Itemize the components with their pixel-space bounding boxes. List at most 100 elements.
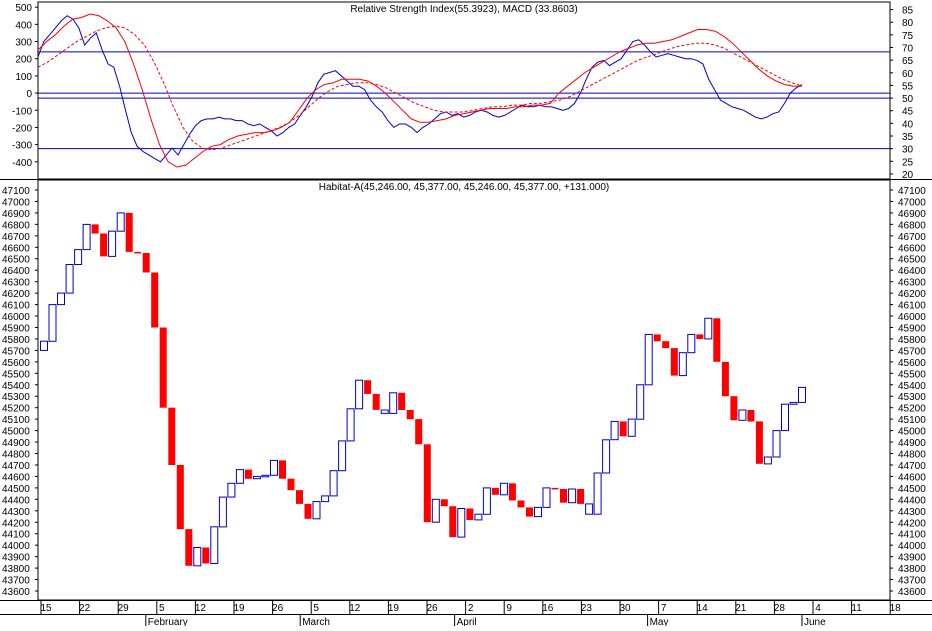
price-right-tick-label: 46700 — [898, 232, 926, 243]
date-tick-label: 5 — [313, 603, 319, 614]
indicator-left-tick-label: 300 — [15, 38, 32, 49]
price-left-axis: 4710047000469004680046700466004650046400… — [2, 186, 38, 598]
price-candle-up — [772, 430, 781, 458]
price-candle-down — [730, 396, 738, 421]
indicator-right-tick-label: 50 — [902, 94, 914, 105]
price-title: Habitat-A(45,246.00, 45,377.00, 45,246.0… — [319, 182, 610, 193]
price-candle-up — [678, 352, 687, 377]
indicator-right-tick-label: 35 — [902, 132, 914, 143]
date-tick-label: 14 — [697, 603, 709, 614]
price-candle-down — [304, 503, 312, 519]
indicator-right-tick-label: 75 — [902, 31, 914, 42]
indicator-right-tick-label: 70 — [902, 44, 914, 55]
price-left-tick-label: 43600 — [2, 587, 30, 598]
price-candle-down — [721, 361, 729, 397]
price-right-tick-label: 46800 — [898, 220, 926, 231]
price-candle-up — [585, 503, 594, 515]
price-candle-down — [619, 421, 627, 437]
date-tick-label: 18 — [890, 603, 902, 614]
price-candle-up — [270, 459, 278, 476]
price-left-tick-label: 44000 — [2, 541, 30, 552]
price-left-tick-label: 46400 — [2, 266, 30, 277]
price-candle-down — [134, 251, 142, 254]
price-right-tick-label: 44000 — [898, 541, 926, 552]
price-left-tick-label: 47000 — [2, 197, 30, 208]
price-right-axis: 4710047000469004680046700466004650046400… — [890, 186, 926, 598]
price-left-tick-label: 46300 — [2, 278, 30, 289]
price-candle-up — [261, 474, 270, 478]
price-right-tick-label: 43900 — [898, 553, 926, 564]
price-left-tick-label: 44200 — [2, 518, 30, 529]
price-candle-up — [312, 501, 321, 520]
indicator-right-tick-label: 40 — [902, 119, 914, 130]
price-right-tick-label: 45600 — [898, 358, 926, 369]
date-tick-label: 22 — [79, 603, 91, 614]
price-candle-up — [593, 472, 602, 515]
price-candle-up — [74, 249, 83, 266]
price-right-tick-label: 46200 — [898, 289, 926, 300]
price-candle-down — [662, 341, 670, 349]
price-candle-down — [244, 469, 252, 479]
indicator-right-tick-label: 30 — [902, 145, 914, 156]
date-tick-label: 21 — [735, 603, 747, 614]
price-candle-up — [763, 456, 772, 465]
price-candle-down — [372, 393, 380, 410]
indicator-series-line — [37, 25, 803, 151]
price-left-tick-label: 46000 — [2, 312, 30, 323]
indicator-title: Relative Strength Index(55.3923), MACD (… — [350, 4, 577, 15]
price-candle-up — [568, 488, 577, 504]
price-candle-up — [610, 420, 619, 441]
price-left-tick-label: 45200 — [2, 404, 30, 415]
month-axis: February March April May June — [145, 614, 826, 628]
indicator-series — [37, 13, 803, 168]
month-label: March — [302, 617, 330, 626]
price-candle-down — [577, 489, 585, 504]
indicator-right-tick-label: 65 — [902, 56, 914, 67]
indicator-left-tick-label: 0 — [26, 89, 32, 100]
price-right-tick-label: 44800 — [898, 450, 926, 461]
price-left-tick-label: 44300 — [2, 507, 30, 518]
price-candle-up — [644, 333, 653, 386]
price-candle-up — [627, 418, 636, 437]
price-left-tick-label: 44800 — [2, 450, 30, 461]
price-candle-up — [65, 264, 74, 294]
indicator-left-tick-label: 400 — [15, 20, 32, 31]
price-candle-down — [466, 508, 474, 520]
price-candle-down — [398, 392, 406, 410]
indicator-left-tick-label: 200 — [15, 55, 32, 66]
price-right-tick-label: 43600 — [898, 587, 926, 598]
date-tick-label: 11 — [851, 603, 862, 614]
price-left-tick-label: 47100 — [2, 186, 30, 197]
date-tick-label: 30 — [619, 603, 631, 614]
indicator-left-tick-label: 500 — [15, 3, 32, 14]
indicator-right-tick-label: 80 — [902, 18, 914, 29]
indicator-right-tick-label: 55 — [902, 81, 914, 92]
price-right-tick-label: 45300 — [898, 392, 926, 403]
price-left-tick-label: 44600 — [2, 472, 30, 483]
price-candle-up — [499, 482, 508, 496]
price-right-tick-label: 46300 — [898, 278, 926, 289]
price-candle-up — [40, 340, 48, 351]
price-candle-down — [100, 233, 108, 257]
price-candle-down — [202, 547, 210, 564]
price-left-tick-label: 44100 — [2, 530, 30, 541]
price-candle-up — [457, 508, 466, 538]
price-left-tick-label: 43800 — [2, 564, 30, 575]
price-left-tick-label: 44900 — [2, 438, 30, 449]
price-left-tick-label: 45600 — [2, 358, 30, 369]
price-left-tick-label: 46500 — [2, 255, 30, 266]
price-right-tick-label: 44700 — [898, 461, 926, 472]
price-left-tick-label: 45900 — [2, 323, 30, 334]
price-candle-up — [431, 498, 440, 523]
month-label: April — [457, 617, 477, 626]
price-candle-up — [108, 230, 117, 257]
price-candle-up — [210, 526, 219, 564]
month-label: June — [804, 617, 826, 626]
price-candle-up — [235, 469, 244, 484]
price-candle-down — [296, 490, 303, 504]
price-right-tick-label: 44400 — [898, 495, 926, 506]
price-left-tick-label: 45700 — [2, 346, 30, 357]
price-candle-up — [355, 379, 364, 410]
